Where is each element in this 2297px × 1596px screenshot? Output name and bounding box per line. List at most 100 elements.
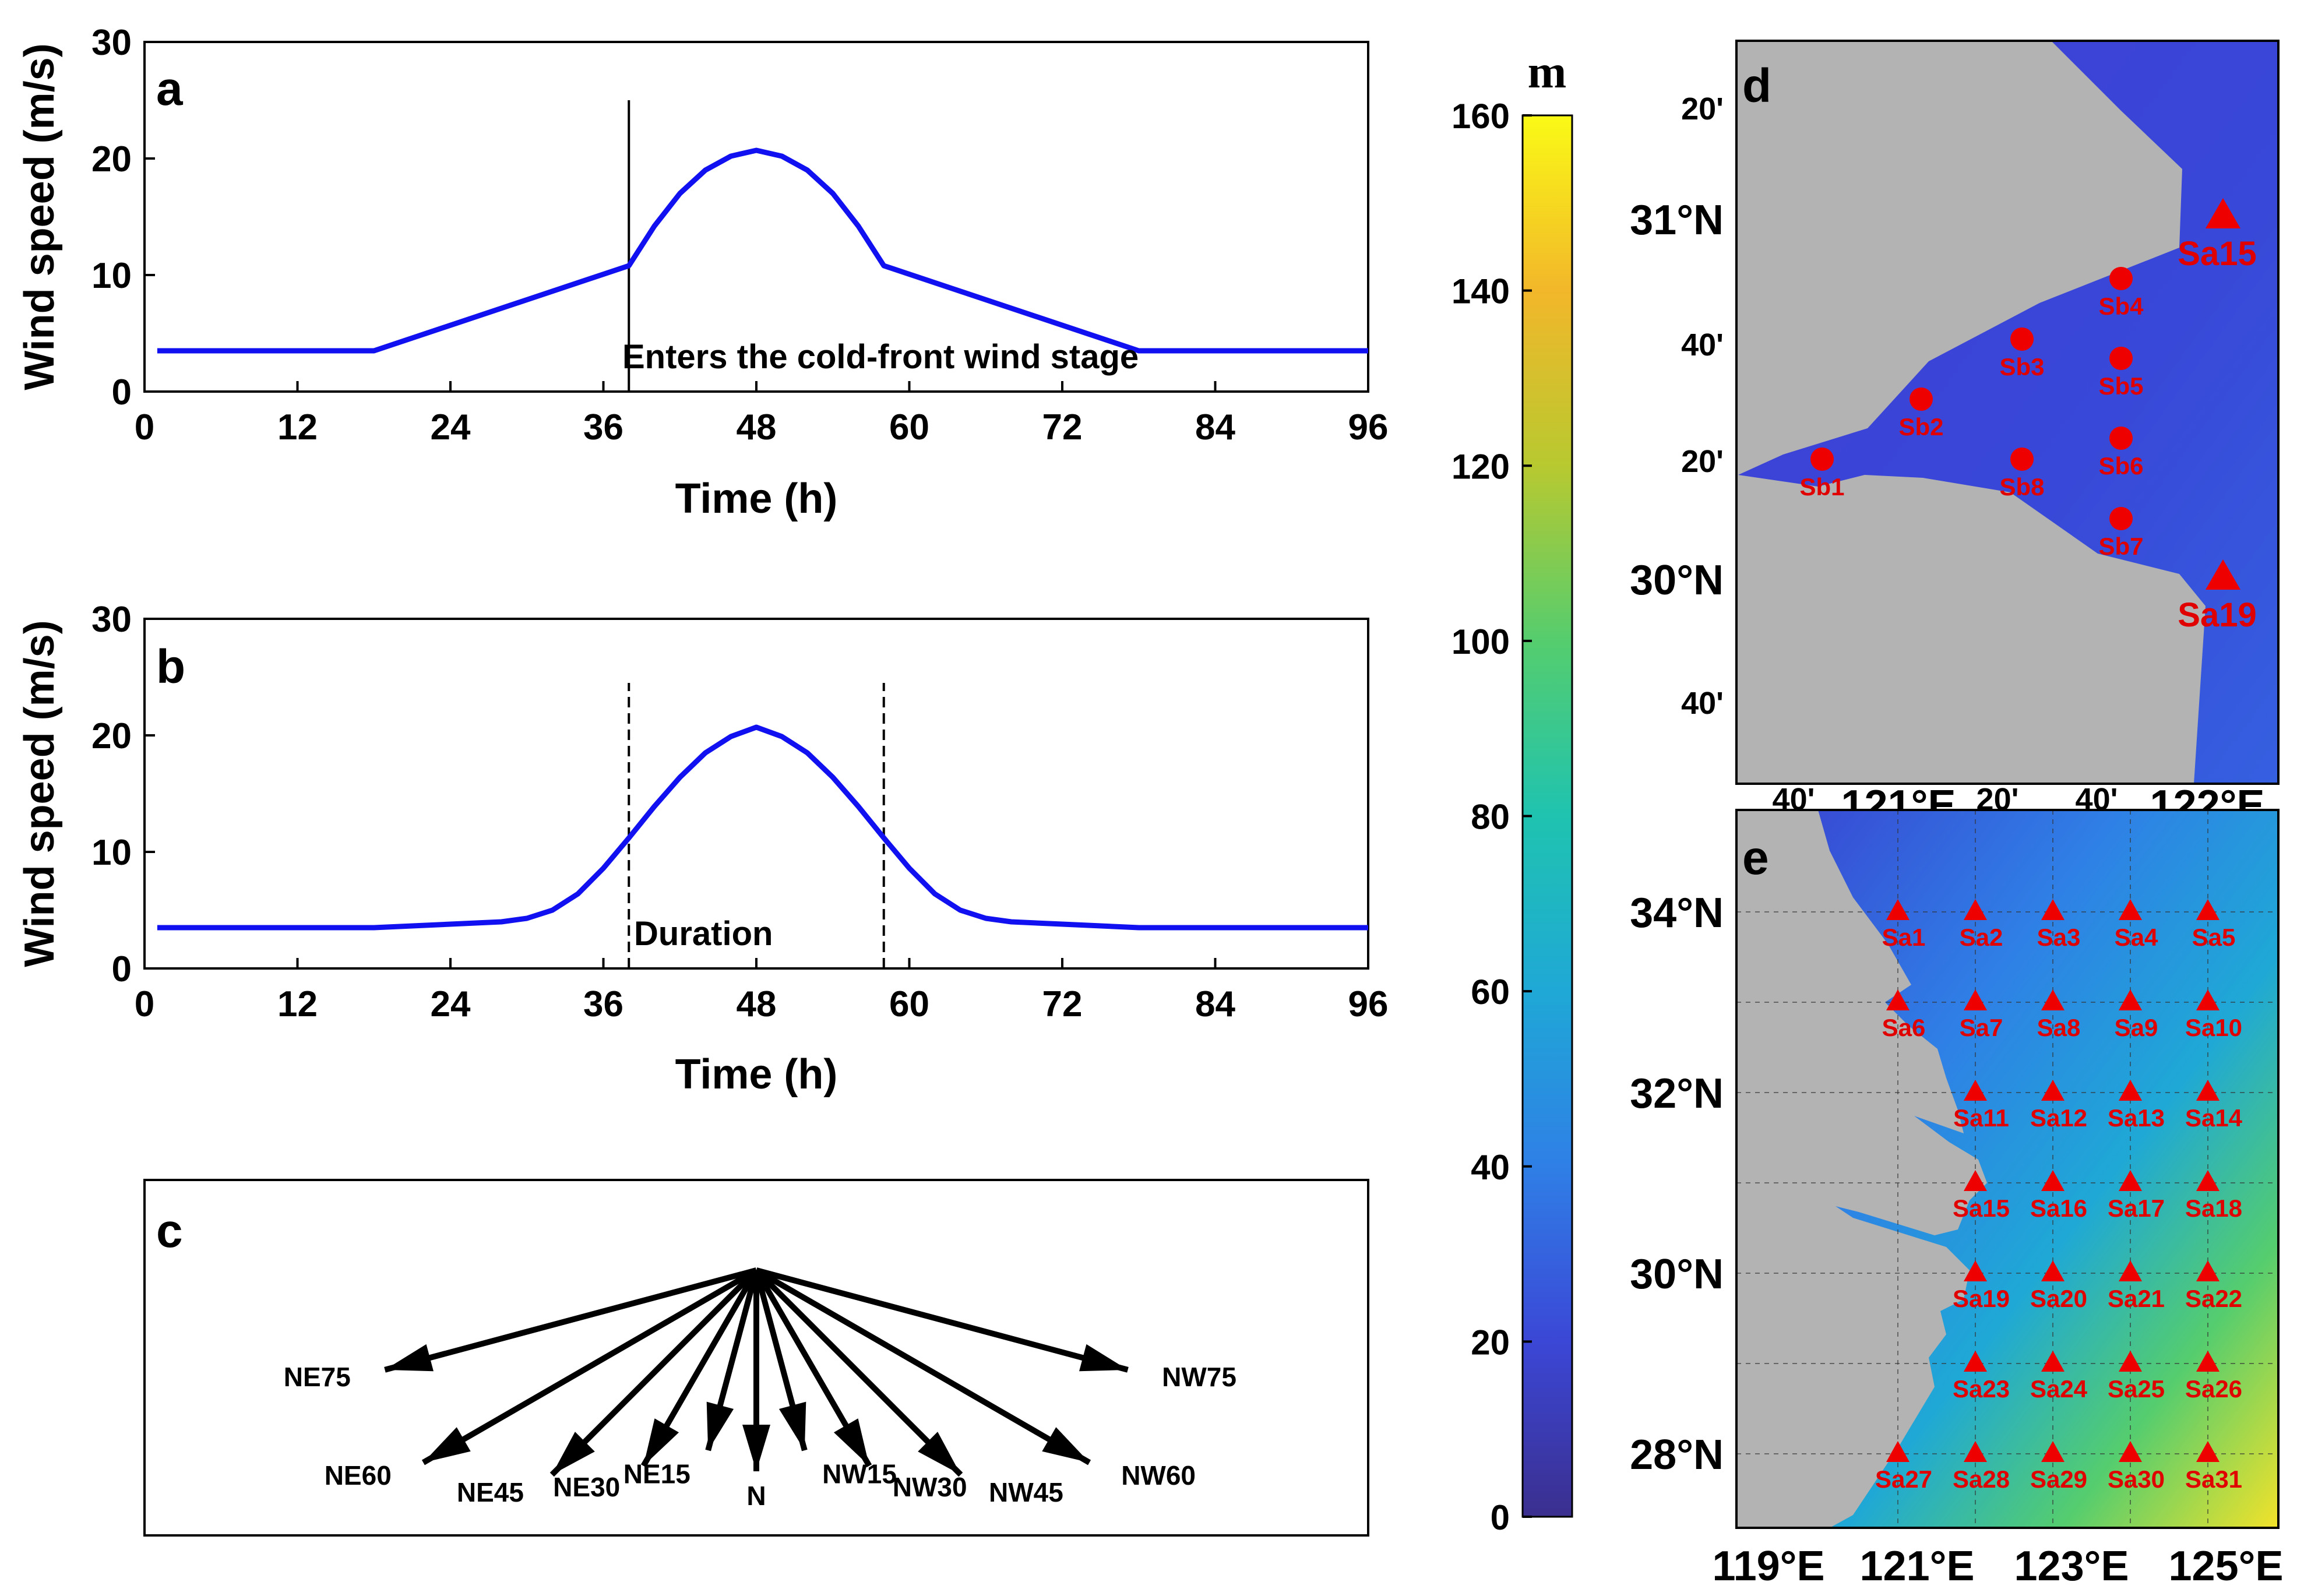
station-label: Sa19 <box>2178 596 2256 634</box>
station-label: Sa26 <box>2185 1375 2242 1403</box>
wind-speed-line-b <box>157 724 1368 931</box>
arrow-shaft <box>754 1268 963 1477</box>
arrow-head <box>918 1432 961 1475</box>
station-label: Sa10 <box>2185 1014 2242 1041</box>
arrow-head <box>423 1427 471 1463</box>
ticks-b: 0 12 24 36 48 60 72 84 96 0 10 20 30 <box>91 600 1388 1024</box>
station-marker <box>2196 1441 2220 1462</box>
map-frame-d <box>1735 40 2280 785</box>
colorbar-tick-label: 100 <box>1452 622 1510 661</box>
station-marker <box>1964 1351 1987 1372</box>
x-tick-label: 0 <box>135 407 154 448</box>
x-tick-label: 48 <box>737 984 777 1024</box>
arrow-label: NW45 <box>989 1477 1063 1507</box>
panel-label-d: d <box>1742 59 1771 112</box>
station-label: Sa22 <box>2185 1285 2242 1312</box>
station-marker <box>1886 1441 1910 1462</box>
station-label: Sb3 <box>1999 353 2044 380</box>
arrow-head <box>643 1418 679 1466</box>
arrow-label: NW30 <box>893 1472 967 1502</box>
y-tick-label: 30 <box>91 600 132 640</box>
station-marker <box>2041 1260 2065 1281</box>
station-marker <box>2206 559 2240 590</box>
colorbar-tick-label: 80 <box>1471 798 1510 837</box>
station-label: Sa21 <box>2108 1285 2165 1312</box>
station-label: Sa8 <box>2037 1014 2081 1041</box>
station-label: Sa4 <box>2115 924 2158 951</box>
station-label: Sa30 <box>2108 1465 2165 1493</box>
arrow-head <box>385 1344 434 1372</box>
station-label: Sb4 <box>2098 293 2144 320</box>
station-marker <box>2041 1170 2065 1191</box>
map-frame-e <box>1735 809 2280 1529</box>
x-tick-label: 96 <box>1348 984 1389 1024</box>
station-marker <box>1964 1441 1987 1462</box>
colorbar-tick-label: 40 <box>1471 1148 1510 1187</box>
station-marker <box>2041 1080 2065 1101</box>
lon-tick-label: 125°E <box>2169 1543 2284 1590</box>
station-label: Sb7 <box>2098 533 2143 560</box>
x-tick-label: 36 <box>583 984 623 1024</box>
arrow-shaft <box>384 1267 758 1373</box>
station-marker <box>1964 989 1987 1010</box>
station-marker <box>2041 1351 2065 1372</box>
station-label: Sb5 <box>2098 372 2143 400</box>
station-label: Sa28 <box>1953 1465 2010 1493</box>
station-label: Sa5 <box>2192 924 2236 951</box>
arrow-head <box>1042 1427 1090 1463</box>
station-marker <box>2119 899 2142 920</box>
panel-b: 0 12 24 36 48 60 72 84 96 0 10 20 30 b Duration Time… <box>16 600 1388 1098</box>
arrow-label: N <box>746 1481 766 1511</box>
y-tick-label: 30 <box>91 23 132 63</box>
arrow-label: NW60 <box>1121 1460 1196 1491</box>
station-label: Sa1 <box>1882 924 1926 951</box>
arrow-label: NE45 <box>457 1477 524 1507</box>
x-tick-label: 84 <box>1195 407 1235 448</box>
station-label: Sa27 <box>1875 1465 1932 1493</box>
lat-tick-label: 31°N <box>1630 197 1724 244</box>
station-label: Sa29 <box>2030 1465 2087 1493</box>
station-marker <box>2196 1080 2220 1101</box>
lat-tick-label: 20' <box>1681 444 1724 479</box>
station-marker <box>2119 1260 2142 1281</box>
station-label: Sa25 <box>2108 1375 2165 1403</box>
cold-front-annotation: Enters the cold-front wind stage <box>622 338 1139 376</box>
station-label: Sb8 <box>1999 473 2044 501</box>
station-marker <box>2119 1351 2142 1372</box>
y-tick-label: 0 <box>112 372 132 413</box>
station-marker <box>1886 989 1910 1010</box>
x-tick-label: 60 <box>889 984 929 1024</box>
lon-tick-label: 119°E <box>1713 1543 1825 1590</box>
arrow-label: NE30 <box>553 1472 620 1502</box>
station-label: Sa16 <box>2030 1195 2087 1222</box>
y-tick-label: 10 <box>91 833 132 873</box>
station-marker <box>2010 448 2034 471</box>
colorbar-tick-label: 0 <box>1491 1498 1510 1537</box>
panel-a: 0 12 24 36 48 60 72 84 96 0 10 20 30 a Enters the co… <box>16 23 1388 522</box>
lat-tick-label: 28°N <box>1630 1432 1724 1478</box>
panel-label-b: b <box>156 640 185 693</box>
y-tick-label: 0 <box>112 949 132 989</box>
map-grid-e <box>1736 810 2278 1528</box>
diagram-frame-c <box>143 1179 1369 1537</box>
arrow-shaft <box>421 1267 758 1465</box>
x-tick-label: 96 <box>1348 407 1389 448</box>
station-marker <box>2109 507 2133 530</box>
colorbar-ticks: 0 20 40 60 80 100 120 140 160 <box>1452 97 1532 1537</box>
y-tick-label: 20 <box>91 716 132 756</box>
station-label: Sa7 <box>1960 1014 2003 1041</box>
y-axis-title-b: Wind speed (m/s) <box>16 620 63 967</box>
lat-tick-label: 34°N <box>1630 890 1724 936</box>
arrow-shaft <box>549 1268 759 1477</box>
station-label: Sa15 <box>1953 1195 2010 1222</box>
arrow-head <box>833 1418 869 1466</box>
lat-tick-label: 40' <box>1681 327 1724 362</box>
station-marker <box>2109 267 2133 290</box>
lat-tick-label: 40' <box>1681 686 1724 721</box>
station-label: Sa13 <box>2108 1104 2165 1132</box>
station-label: Sb2 <box>1898 413 1943 441</box>
lon-tick-label: 123°E <box>2014 1543 2129 1590</box>
station-marker <box>2196 1260 2220 1281</box>
colorbar-tick-label: 160 <box>1452 97 1510 136</box>
